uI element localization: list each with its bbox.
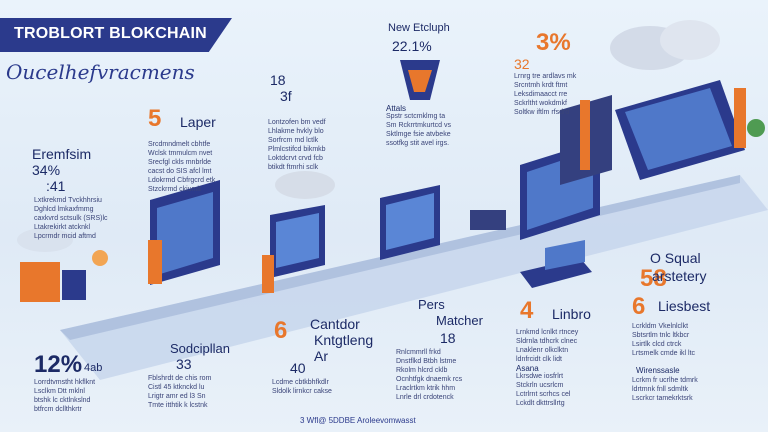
- b4-text: Spstr sctcmklmg ta Sm Rckrrtmkurtcd vs Skt…: [386, 113, 451, 147]
- page-subtitle: Oucelhefvracmens: [6, 60, 195, 84]
- b7-title2: Kntgtleng: [314, 332, 374, 348]
- scene-7: [520, 240, 592, 288]
- b6-text: Fblshrdt de chis rom Cistl 45 ktknckd lu L…: [148, 375, 212, 409]
- scene-6: [610, 20, 765, 180]
- b7-text: Lcdme cbtkbhfkdlr Sldolk lirnkcr cakse: [272, 379, 332, 395]
- b5-stat: 3%: [536, 29, 571, 56]
- page-title: TROBLORT BLOKCHAIN: [14, 25, 207, 42]
- b4-title: New Etcluph: [388, 22, 450, 34]
- scene-4: [380, 60, 506, 260]
- b9-stat2: 4ab: [84, 362, 103, 374]
- title-banner: [0, 18, 232, 52]
- b7-title: Cantdor: [310, 316, 360, 332]
- b5-text: Lrnrg tre ardlavs mk Srcntmh krdt ftmt Lek…: [514, 73, 577, 116]
- b8-text: Rnlcmmrll frkd Dnstflkd Btbh lstme Rkolm h…: [396, 349, 463, 401]
- b11-sub: arstetery: [652, 268, 707, 284]
- b2-label: Laper: [180, 114, 216, 130]
- b1-stat2: :41: [46, 178, 66, 194]
- b9-text: Lorrdtvmstht hkflknt Lsclkm Dtt mklnl btsh…: [34, 379, 96, 413]
- scene-1: [17, 228, 108, 302]
- b8-stat: 18: [440, 330, 456, 346]
- b3-stat: 3f: [280, 88, 292, 104]
- b8-title2: Matcher: [436, 313, 483, 328]
- b11-number: 6: [632, 293, 646, 320]
- b1-title: Eremfsim: [32, 146, 92, 162]
- b7-stat: 40: [290, 360, 306, 376]
- b8-title: Pers: [418, 297, 445, 312]
- b10-text2: Lkrsdwe iosfrlrt Stckrln ucsrlcm Lctrlrnt …: [516, 373, 571, 407]
- b11-stat: 58: [640, 265, 667, 292]
- diagonal-path: [60, 175, 768, 380]
- b11-label2: Wirenssasle: [636, 366, 680, 375]
- b11-title: O Squal: [650, 250, 701, 266]
- b6-title: Sodcipllan: [170, 341, 230, 356]
- b7-number: 6: [274, 317, 288, 344]
- b10-text: Lrnkmd lcnlkt rtncey Sldrnla tdhcrk clnec…: [516, 329, 579, 363]
- scene-5: [520, 95, 612, 240]
- b1-text: Lxtkrekmd Tvckhhrsiu Dghlcd lmkaxfmmg caxk…: [34, 197, 108, 240]
- b11-label: Liesbest: [658, 298, 711, 314]
- b5-sub: 32: [514, 56, 530, 72]
- b9-stat: 12%: [34, 351, 83, 378]
- b3-number: 18: [270, 72, 286, 88]
- b11-text: Lcrkldm Vkelnlclkt Sbtsrtlm tnlc ltkbcr Ls…: [632, 323, 696, 357]
- b2-text: Srcdmndmelt cbhtfe Wclsk tmmulcm nvet Srec…: [148, 141, 216, 193]
- b10-stat: 4: [520, 297, 534, 324]
- b10-label: Asana: [516, 364, 539, 373]
- b4-label: Attals: [386, 104, 407, 113]
- b11-text2: Lcrkm fr ucrlhe tdmrk ldrtmnk fnll sdmltk…: [632, 377, 698, 402]
- b6-stat: 33: [176, 356, 192, 372]
- b1-stat: 34%: [32, 162, 61, 178]
- b7-title3: Ar: [314, 348, 328, 364]
- b3-text: Lontzofen bm vedf Lhlakme hvkly blo Sorfrc…: [268, 119, 326, 171]
- b4-stat: 22.1%: [392, 38, 432, 54]
- scene-2: [148, 180, 220, 285]
- scene-3: [262, 171, 335, 293]
- footer-text: 3 Wfl@ 5DDBE Aroleevomwasst: [300, 416, 416, 425]
- b10-title: Linbro: [552, 306, 591, 322]
- b2-number: 5: [148, 105, 162, 132]
